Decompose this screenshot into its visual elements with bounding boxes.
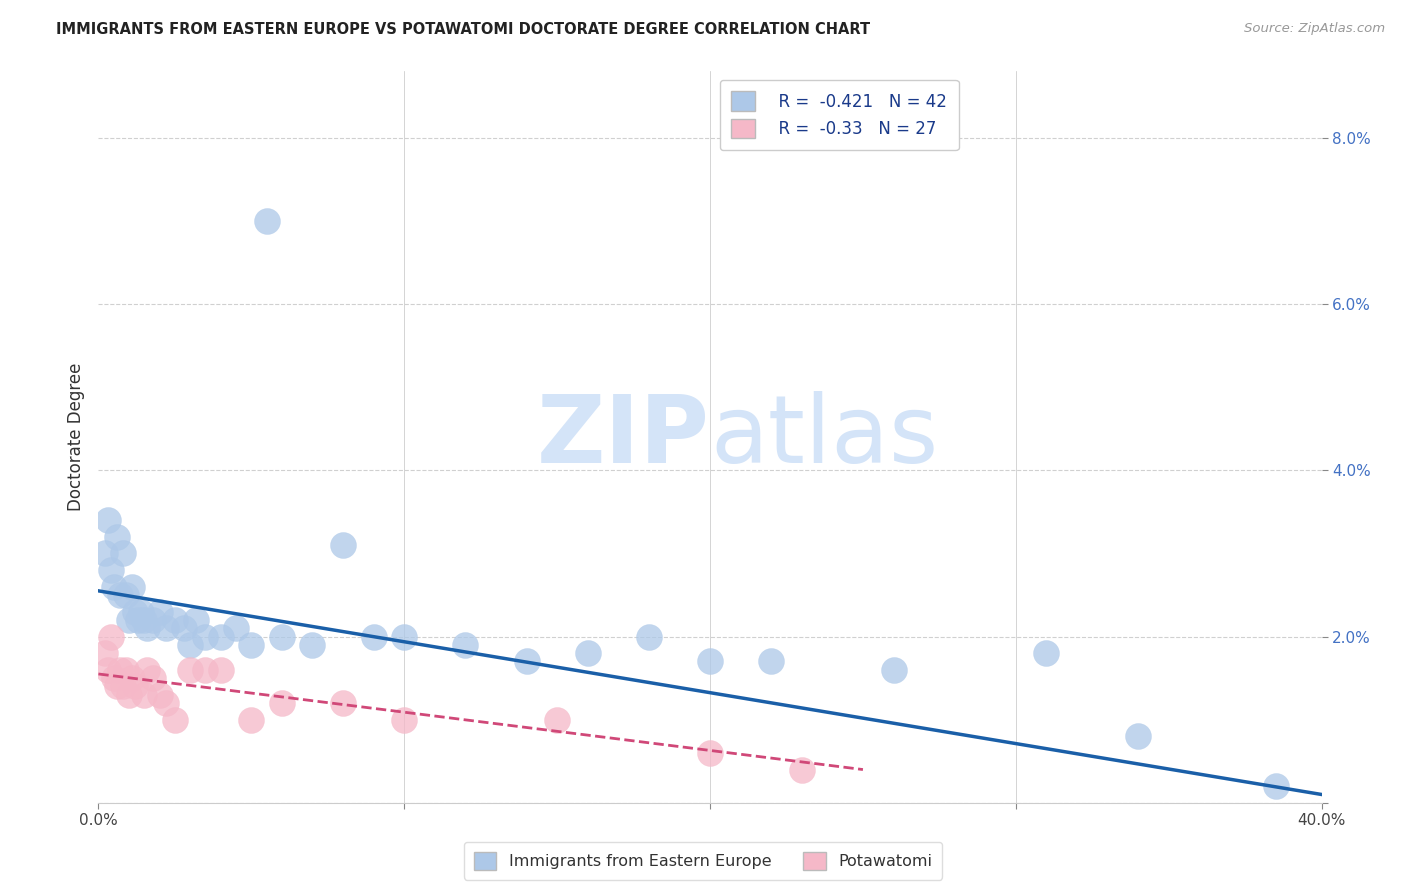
Point	[270, 696, 292, 710]
Point	[97, 663, 120, 677]
Point	[1264, 779, 1286, 793]
Point	[790, 763, 813, 777]
Point	[93, 646, 115, 660]
Point	[225, 621, 247, 635]
Point	[256, 214, 278, 228]
Point	[363, 630, 385, 644]
Point	[637, 630, 661, 644]
Point	[332, 538, 354, 552]
Point	[134, 688, 156, 702]
Point	[142, 671, 165, 685]
Point	[163, 713, 186, 727]
Point	[163, 613, 186, 627]
Point	[155, 696, 177, 710]
Point	[136, 663, 159, 677]
Point	[103, 580, 125, 594]
Legend: Immigrants from Eastern Europe, Potawatomi: Immigrants from Eastern Europe, Potawato…	[464, 842, 942, 880]
Point	[149, 605, 172, 619]
Point	[121, 580, 143, 594]
Point	[124, 680, 146, 694]
Point	[103, 671, 125, 685]
Point	[118, 613, 141, 627]
Point	[194, 630, 217, 644]
Point	[173, 621, 195, 635]
Point	[179, 638, 201, 652]
Point	[129, 605, 152, 619]
Point	[105, 680, 128, 694]
Text: ZIP: ZIP	[537, 391, 710, 483]
Point	[270, 630, 292, 644]
Point	[209, 630, 232, 644]
Point	[118, 688, 141, 702]
Point	[149, 688, 172, 702]
Text: Source: ZipAtlas.com: Source: ZipAtlas.com	[1244, 22, 1385, 36]
Point	[93, 546, 115, 560]
Point	[108, 663, 131, 677]
Point	[699, 655, 721, 669]
Point	[301, 638, 323, 652]
Point	[105, 530, 128, 544]
Y-axis label: Doctorate Degree: Doctorate Degree	[66, 363, 84, 511]
Legend:   R =  -0.421   N = 42,   R =  -0.33   N = 27: R = -0.421 N = 42, R = -0.33 N = 27	[720, 79, 959, 150]
Point	[115, 663, 138, 677]
Point	[546, 713, 568, 727]
Point	[883, 663, 905, 677]
Point	[516, 655, 538, 669]
Point	[100, 563, 122, 577]
Point	[240, 638, 263, 652]
Point	[392, 630, 416, 644]
Point	[100, 630, 122, 644]
Point	[127, 613, 149, 627]
Point	[186, 613, 208, 627]
Point	[392, 713, 416, 727]
Point	[240, 713, 263, 727]
Point	[576, 646, 599, 660]
Point	[332, 696, 354, 710]
Point	[97, 513, 120, 527]
Text: atlas: atlas	[710, 391, 938, 483]
Text: IMMIGRANTS FROM EASTERN EUROPE VS POTAWATOMI DOCTORATE DEGREE CORRELATION CHART: IMMIGRANTS FROM EASTERN EUROPE VS POTAWA…	[56, 22, 870, 37]
Point	[142, 613, 165, 627]
Point	[454, 638, 477, 652]
Point	[155, 621, 177, 635]
Point	[1128, 729, 1150, 743]
Point	[759, 655, 782, 669]
Point	[136, 621, 159, 635]
Point	[134, 613, 156, 627]
Point	[179, 663, 201, 677]
Point	[124, 605, 146, 619]
Point	[194, 663, 217, 677]
Point	[699, 746, 721, 760]
Point	[121, 671, 143, 685]
Point	[111, 546, 134, 560]
Point	[108, 588, 131, 602]
Point	[209, 663, 232, 677]
Point	[115, 588, 138, 602]
Point	[111, 680, 134, 694]
Point	[1035, 646, 1057, 660]
